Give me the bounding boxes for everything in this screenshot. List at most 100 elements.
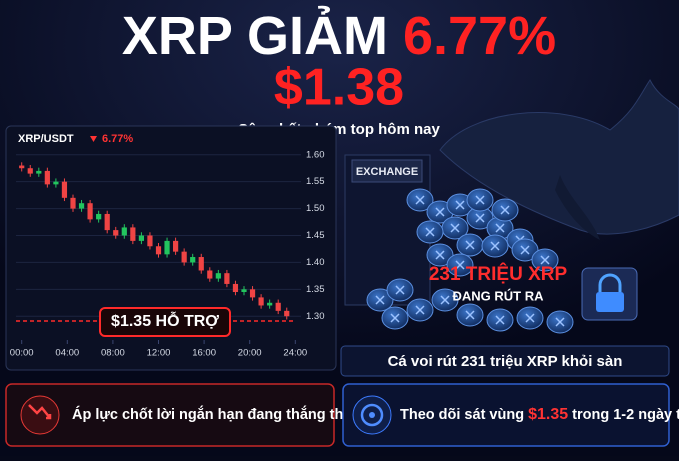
- support-box: [99, 307, 231, 337]
- coin-symbol: [465, 240, 475, 250]
- price: $1.38: [274, 59, 404, 117]
- coin-symbol: [500, 205, 510, 215]
- x-tick-label: 12:00: [147, 348, 171, 359]
- target-center: [369, 412, 375, 418]
- y-tick-label: 1.35: [306, 284, 325, 295]
- candle-body: [173, 240, 179, 252]
- y-tick-label: 1.40: [306, 257, 325, 268]
- chart-panel: [5, 125, 337, 371]
- pair: XRP/USDT: [18, 133, 74, 145]
- coin-symbol: [440, 295, 450, 305]
- coin-symbol: [540, 255, 550, 265]
- candle-body: [121, 227, 127, 236]
- chart-down-icon: [28, 404, 52, 420]
- candle-body: [155, 246, 162, 255]
- candle-body: [130, 227, 136, 241]
- change: 6.77%: [102, 133, 133, 145]
- candle-body: [53, 181, 59, 185]
- coin-symbol: [495, 223, 505, 233]
- target-icon: [360, 403, 384, 427]
- coin-symbol: [520, 245, 530, 255]
- candle-body: [113, 230, 119, 236]
- candle-body: [267, 302, 273, 306]
- candle-body: [224, 273, 230, 284]
- coin-symbol: [435, 250, 445, 260]
- y-tick-label: 1.50: [306, 203, 325, 214]
- candle-body: [275, 302, 281, 311]
- candle-body: [61, 181, 68, 198]
- title: XRP GIẢM 6.77%: [122, 6, 556, 66]
- coin-symbol: [415, 195, 425, 205]
- card: [342, 383, 670, 447]
- coin-symbol: [450, 223, 460, 233]
- x-tick-label: 16:00: [192, 348, 216, 359]
- coin-symbol: [395, 285, 405, 295]
- x-tick-label: 08:00: [101, 348, 125, 359]
- coin-symbol: [455, 200, 465, 210]
- y-tick-label: 1.45: [306, 230, 325, 241]
- candle-body: [36, 170, 42, 174]
- candle-body: [27, 168, 33, 174]
- card: [5, 383, 335, 447]
- coin-symbol: [525, 313, 535, 323]
- coin-symbol: [435, 207, 445, 217]
- candle-body: [104, 213, 110, 231]
- support-label: $1.35 HỖ TRỢ: [111, 311, 219, 330]
- whale: [439, 79, 679, 235]
- candle-body: [87, 203, 93, 220]
- y-tick-label: 1.55: [306, 176, 325, 187]
- candle-body: [44, 170, 50, 185]
- candle-body: [241, 289, 247, 293]
- coin-pile: [366, 188, 574, 334]
- coin-symbol: [555, 317, 565, 327]
- exchange-label: EXCHANGE: [356, 166, 418, 178]
- lock-body: [596, 292, 624, 312]
- caption: Cá voi rút 231 triệu XRP khỏi sàn: [388, 353, 623, 370]
- plot: 1.60 1.55 1.50 1.45 1.40 1.35 1.30 00:00 04:00 08…: [10, 149, 325, 358]
- candle-body: [258, 297, 264, 306]
- x-tick-label: 24:00: [283, 348, 307, 359]
- card-text-after: trong 1-2 ngày tới: [572, 407, 679, 423]
- y-tick-label: 1.60: [306, 149, 325, 160]
- coin-symbol: [390, 313, 400, 323]
- candle-body: [198, 257, 204, 271]
- candle-body: [207, 270, 213, 279]
- lock-shackle: [598, 273, 622, 292]
- x-tick-label: 00:00: [10, 348, 34, 359]
- candle-body: [232, 283, 239, 293]
- candle-body: [96, 213, 102, 220]
- candle-body: [215, 273, 221, 279]
- coin-symbol: [425, 227, 435, 237]
- candle-body: [249, 289, 256, 298]
- candle-body: [181, 251, 187, 263]
- candle-body: [147, 235, 153, 247]
- coin-symbol: [375, 295, 385, 305]
- card-icon: [20, 395, 60, 435]
- candle-body: [190, 257, 196, 263]
- candle-body: [70, 197, 76, 209]
- card-highlight: $1.35: [528, 406, 568, 423]
- whale-fin: [555, 175, 600, 240]
- coin-symbol: [415, 305, 425, 315]
- caption-box: [340, 345, 670, 377]
- card-text-before: Theo dõi sát vùng: [400, 407, 524, 423]
- coin-symbol: [475, 195, 485, 205]
- down-arrow: [90, 136, 97, 142]
- candle-body: [78, 203, 85, 209]
- x-tick-label: 04:00: [55, 348, 79, 359]
- card-text: Theo dõi sát vùng $1.35 trong 1-2 ngày t…: [400, 406, 679, 423]
- exchange-sign: [351, 159, 423, 183]
- candle-body: [19, 165, 25, 169]
- coin-symbol: [475, 213, 485, 223]
- x-tick-label: 20:00: [238, 348, 262, 359]
- coin-symbol: [455, 260, 465, 270]
- coin-symbol: [490, 241, 500, 251]
- status: ĐANG RÚT RA: [453, 288, 545, 303]
- amount: 231 TRIỆU XRP: [429, 263, 568, 285]
- candle-body: [138, 235, 144, 241]
- coin-symbol: [495, 315, 505, 325]
- title-prefix: XRP GIẢM: [122, 6, 388, 66]
- title-change: 6.77%: [403, 6, 556, 66]
